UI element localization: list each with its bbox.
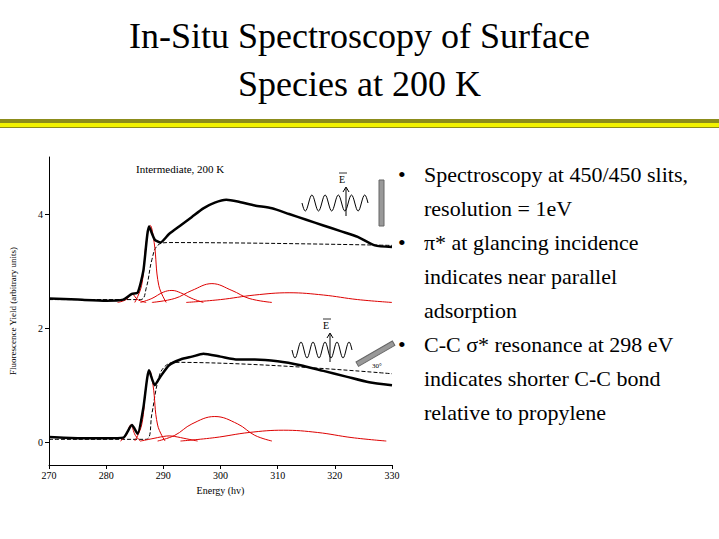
svg-text:2: 2 bbox=[38, 323, 43, 334]
svg-text:290: 290 bbox=[156, 470, 171, 481]
svg-text:320: 320 bbox=[327, 470, 342, 481]
svg-text:E: E bbox=[339, 174, 345, 185]
html-text:Spectroscopy at 450/450 slits,: Spectroscopy at 450/450 slits, resolutio… bbox=[424, 162, 688, 221]
html-text:π* at glancing incidence indic: π* at glancing incidence indicates near … bbox=[424, 230, 639, 323]
svg-text:270: 270 bbox=[42, 470, 57, 481]
svg-text:Fluorescence Yield (arbitrary: Fluorescence Yield (arbitrary units) bbox=[8, 247, 18, 375]
html-text:In-Situ Spectroscopy of Surfac: In-Situ Spectroscopy of Surface bbox=[129, 16, 590, 56]
html-text:Species at 200 K: Species at 200 K bbox=[238, 64, 481, 104]
svg-text:310: 310 bbox=[270, 470, 285, 481]
svg-text:Intermediate, 200 K: Intermediate, 200 K bbox=[136, 163, 224, 175]
svg-text:280: 280 bbox=[99, 470, 114, 481]
svg-text:0: 0 bbox=[38, 437, 43, 448]
svg-text:E: E bbox=[323, 320, 329, 331]
svg-text:4: 4 bbox=[38, 209, 43, 220]
svg-text:300: 300 bbox=[213, 470, 228, 481]
svg-text:330: 330 bbox=[385, 470, 400, 481]
svg-text:30°: 30° bbox=[372, 362, 382, 370]
html-text:C-C σ* resonance at 298 eV ind: C-C σ* resonance at 298 eV indicates sho… bbox=[424, 332, 674, 425]
svg-text:Energy (hv): Energy (hv) bbox=[197, 485, 245, 497]
